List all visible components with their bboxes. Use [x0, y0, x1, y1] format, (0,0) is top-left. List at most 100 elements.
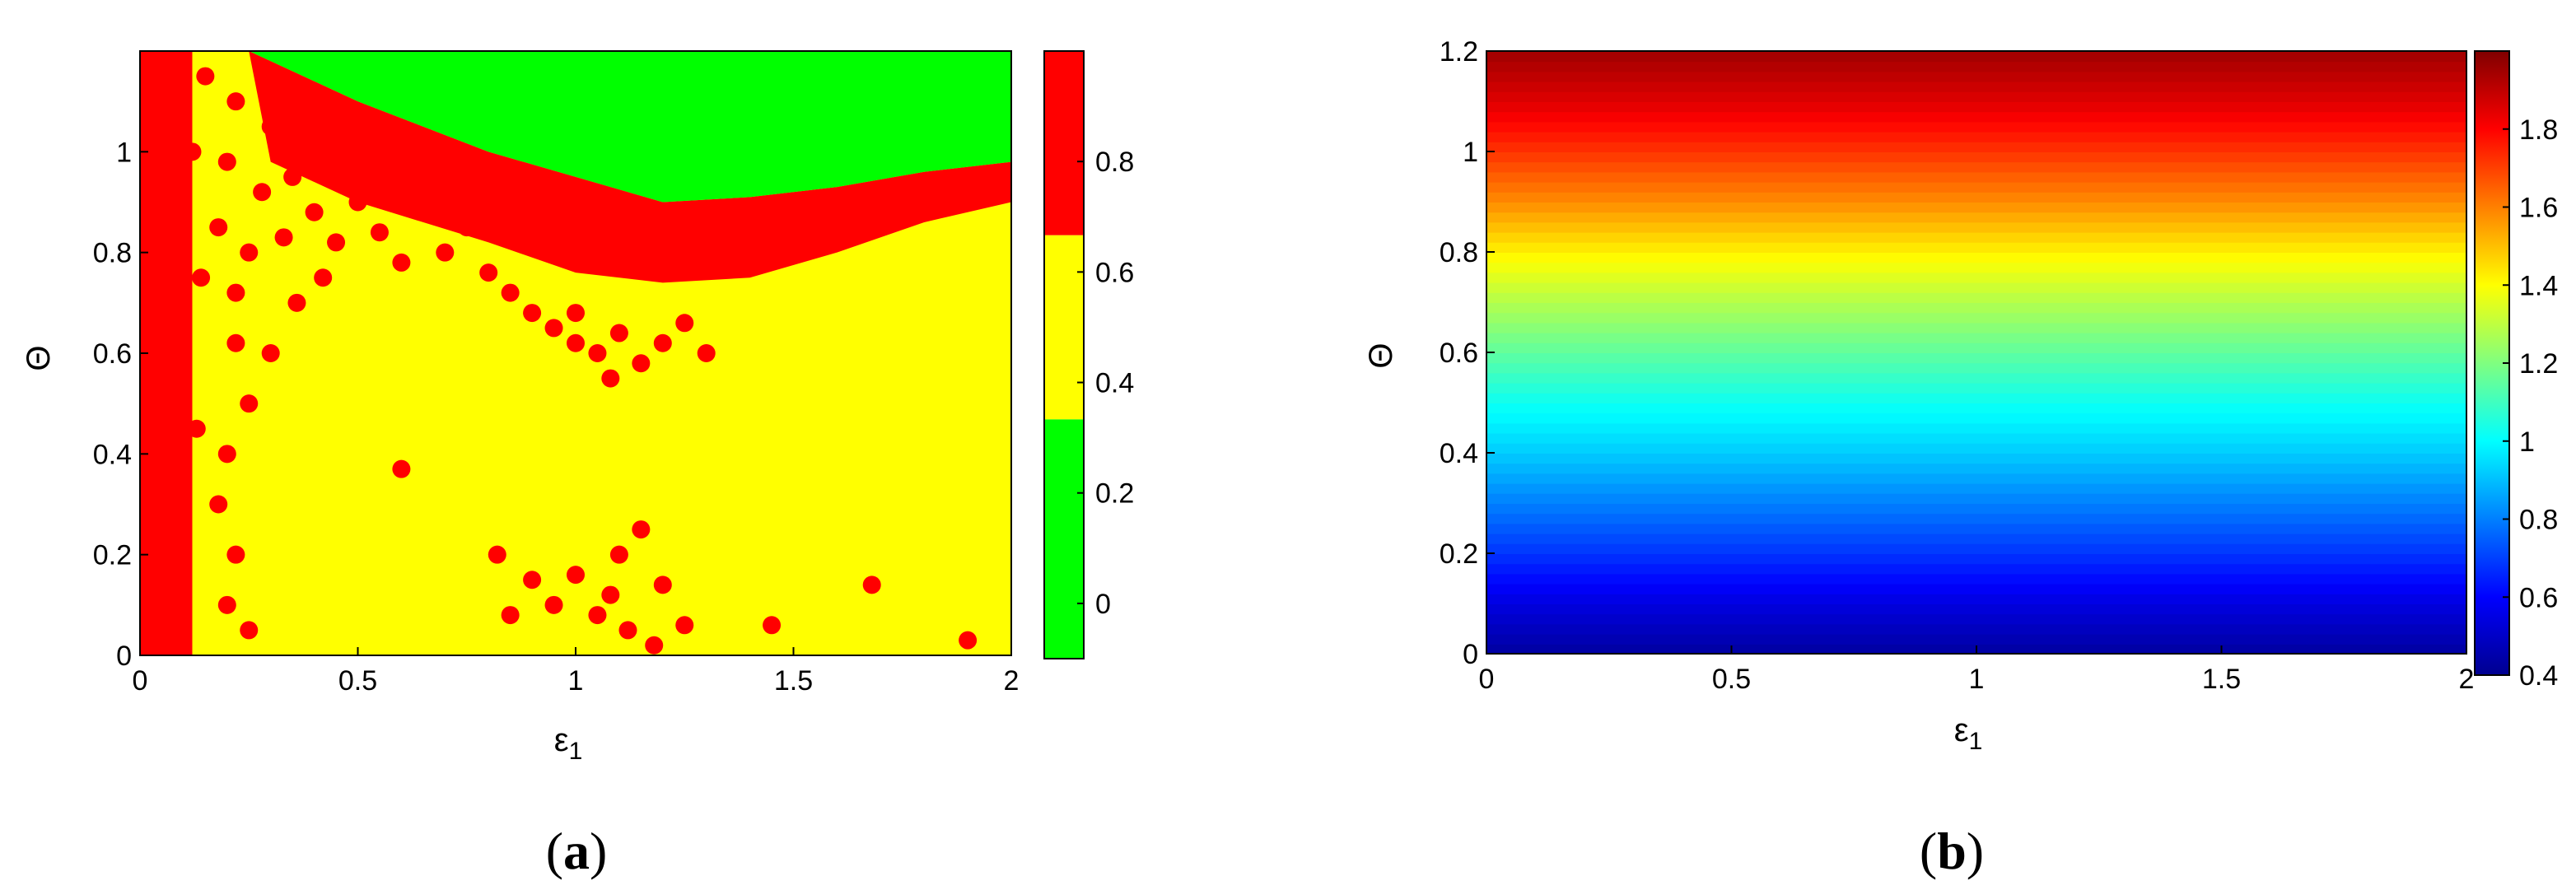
chart-b-heat-row	[1486, 352, 2466, 364]
chart-b-heat-row	[1486, 51, 2466, 63]
chart-a-point	[187, 419, 206, 438]
chart-b-heat-row	[1486, 432, 2466, 444]
chart-b-heat-row	[1486, 111, 2466, 123]
chart-a-point	[209, 495, 228, 514]
chart-a-point	[588, 344, 607, 362]
chart-b-y-ticks: 0 0.2 0.4 0.6 0.8 1 1.2	[1440, 36, 1495, 670]
chart-a-colorbar-frame	[1043, 50, 1085, 659]
chart-a-point	[457, 218, 476, 237]
chart-a-point	[261, 344, 280, 362]
chart-a-point	[645, 636, 664, 655]
chart-a-point	[217, 445, 236, 464]
chart-a-x-tick-label: 0	[133, 665, 148, 697]
chart-b-heat-row	[1486, 91, 2466, 102]
chart-b-colorbar-tick-label: 1.2	[2519, 348, 2558, 380]
chart-a-x-ticks: 0 0.5 1 1.5 2	[133, 647, 1019, 697]
chart-b-heat-row	[1486, 473, 2466, 484]
chart-a-colorbar-level	[1044, 235, 1084, 420]
chart-b-heat-row	[1486, 382, 2466, 394]
chart-b-heat-row	[1486, 302, 2466, 314]
chart-a-x-tick-label: 0.5	[338, 665, 377, 697]
chart-b-heat-row	[1486, 403, 2466, 414]
chart-a-point	[479, 263, 498, 282]
chart-a-plot-area	[140, 51, 1011, 655]
chart-a-point	[240, 621, 259, 640]
chart-b-heat-row	[1486, 212, 2466, 223]
chart-b-heat-row	[1486, 202, 2466, 213]
chart-a-colorbar-level	[1044, 51, 1084, 235]
chart-a-point	[618, 621, 637, 640]
chart-b-heat-row	[1486, 322, 2466, 333]
chart-b-colorbar-tick-label: 1.4	[2519, 270, 2558, 301]
chart-b-x-tick-label: 1.5	[2202, 664, 2241, 695]
chart-b-x-tick-label: 0	[1479, 664, 1495, 695]
chart-a-y-tick-label: 0.8	[93, 238, 132, 269]
chart-a-point	[240, 394, 259, 413]
chart-a-colorbar-tick-label: 0.8	[1095, 147, 1134, 178]
chart-a-point	[192, 268, 211, 287]
chart-a-point	[609, 545, 628, 564]
chart-a-point	[523, 304, 542, 323]
chart-a-point	[370, 223, 389, 242]
chart-a-colorbar-level	[1044, 419, 1084, 659]
chart-b-heat-row	[1486, 221, 2466, 233]
chart-b-heat-row	[1486, 513, 2466, 524]
chart-a-point	[501, 283, 520, 302]
chart-b-heat-row	[1486, 151, 2466, 163]
chart-a-point	[253, 183, 272, 202]
chart-a-point	[601, 369, 620, 388]
chart-b-heat-row	[1486, 623, 2466, 635]
chart-a-point	[436, 243, 455, 262]
chart-b-heat-row	[1486, 372, 2466, 384]
chart-b-heat-row	[1486, 583, 2466, 594]
chart-a-point	[392, 253, 411, 272]
chart-a-y-tick-label: 0.6	[93, 338, 132, 370]
chart-a-point	[567, 566, 585, 585]
chart-b-y-tick-label: 0.2	[1440, 538, 1478, 570]
chart-b-heat-row	[1486, 533, 2466, 544]
chart-a-point	[274, 228, 293, 247]
chart-b-heat-row	[1486, 412, 2466, 424]
chart-b-heat-row	[1486, 463, 2466, 474]
chart-b-heat-row	[1486, 503, 2466, 515]
chart-b-heat-row	[1486, 141, 2466, 152]
chart-a-point	[226, 283, 245, 302]
chart-b-heat-row	[1486, 453, 2466, 464]
chart-a-point	[632, 354, 651, 373]
chart-a-point	[609, 324, 628, 342]
chart-a-colorbar-tick-label: 0.2	[1095, 478, 1134, 510]
chart-a-point	[348, 193, 367, 212]
chart-a-colorbar: 0 0.2 0.4 0.6 0.8	[1043, 50, 1134, 659]
chart-b: 0 0.5 1 1.5 2 00.20.40.60.811.2 Θ ε1 0.40.60…	[1363, 36, 2558, 880]
chart-b-heat-row	[1486, 342, 2466, 353]
chart-a-x-tick-label: 1.5	[774, 665, 813, 697]
chart-a-y-tick-label: 0.4	[93, 439, 132, 470]
chart-b-x-tick-label: 2	[2459, 664, 2475, 695]
chart-a-point	[314, 268, 333, 287]
chart-b-y-tick-label: 0.4	[1440, 438, 1478, 469]
chart-a-point	[183, 142, 202, 161]
chart-a-green-region	[249, 51, 1011, 203]
chart-b-heat-row	[1486, 633, 2466, 645]
chart-b-colorbar-tick-label: 1.8	[2519, 114, 2558, 146]
panel-label-b: (b)	[1920, 822, 1984, 880]
chart-a-xlabel: ε1	[554, 722, 583, 765]
chart-b-heat-row	[1486, 422, 2466, 434]
chart-b-heat-row	[1486, 161, 2466, 173]
chart-a-point	[544, 319, 563, 338]
chart-a-point	[217, 595, 236, 614]
chart-b-heat-row	[1486, 492, 2466, 504]
chart-b-heat-row	[1486, 252, 2466, 263]
chart-a-point	[261, 117, 280, 136]
chart-b-heat-row	[1486, 553, 2466, 565]
chart-a-point	[567, 333, 585, 352]
chart-b-heat-row	[1486, 603, 2466, 615]
chart-a-point	[653, 575, 672, 594]
chart-b-heat-row	[1486, 241, 2466, 253]
chart-b-heat-row	[1486, 392, 2466, 403]
chart-b-colorbar-tick-label: 0.4	[2519, 660, 2558, 692]
chart-b-x-ticks: 0 0.5 1 1.5 2	[1479, 645, 2475, 695]
chart-b-heat-row	[1486, 272, 2466, 283]
chart-a-point	[196, 67, 215, 86]
chart-a-point	[523, 571, 542, 589]
